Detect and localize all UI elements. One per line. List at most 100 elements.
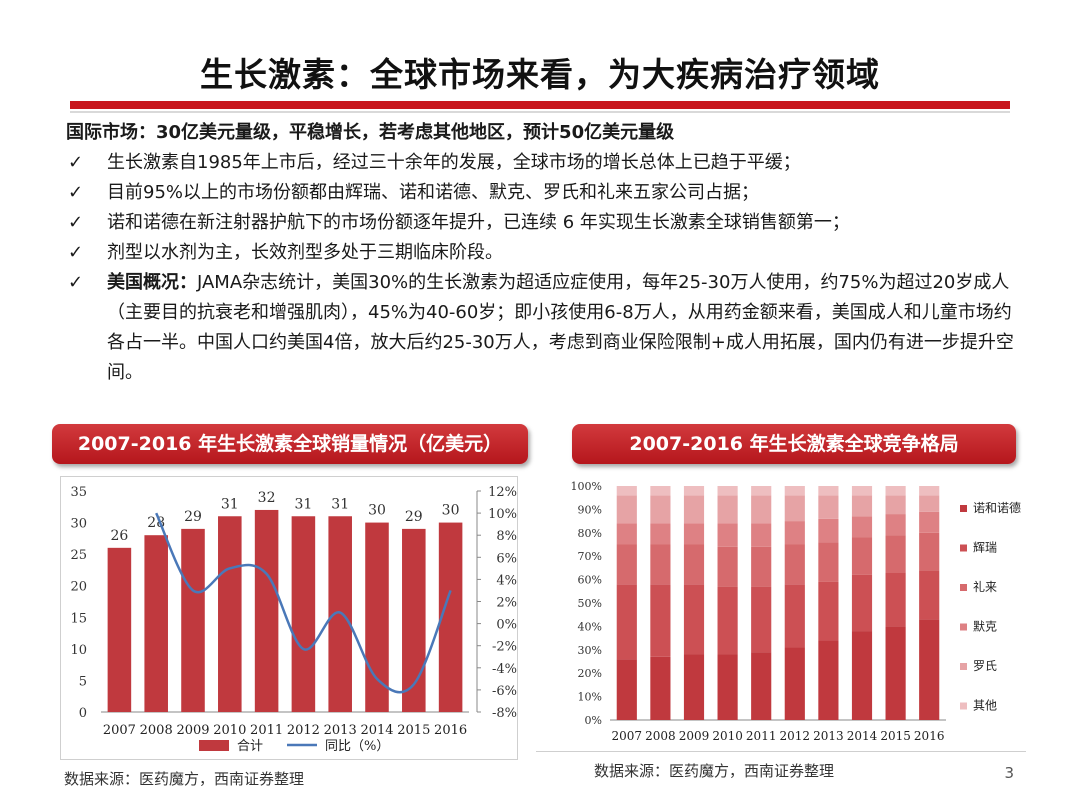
bar xyxy=(107,547,132,712)
y2-tick-label: 6% xyxy=(496,551,517,566)
stack-segment xyxy=(616,659,637,720)
left-chart-title: 2007-2016 年生长激素全球销量情况（亿美元） xyxy=(52,424,528,464)
stack-segment xyxy=(818,640,839,720)
stack-segment xyxy=(717,586,738,655)
x-tick-label: 2010 xyxy=(213,723,246,738)
stack-segment xyxy=(919,532,940,571)
stack-segment xyxy=(616,584,637,660)
stack-segment xyxy=(818,518,839,543)
stack-segment xyxy=(751,546,772,587)
bullet-text: 生长激素自1985年上市后，经过三十余年的发展，全球市场的增长总体上已趋于平缓； xyxy=(107,152,801,173)
x-tick-label: 2015 xyxy=(397,723,430,738)
bar-data-label: 32 xyxy=(258,490,276,506)
stack-segment xyxy=(683,544,705,585)
y2-tick-label: 4% xyxy=(496,573,517,588)
legend-swatch xyxy=(960,505,967,512)
check-icon: ✓ xyxy=(68,182,84,203)
bar-data-label: 31 xyxy=(294,496,312,512)
stack-segment xyxy=(616,523,637,545)
stack-segment xyxy=(751,495,772,524)
stack-segment xyxy=(717,546,738,587)
x-tick-label: 2008 xyxy=(140,723,173,738)
left-source-note: 数据来源：医药魔方，西南证券整理 xyxy=(64,770,305,788)
check-icon: ✓ xyxy=(68,152,84,173)
bullet-text: 诺和诺德在新注射器护航下的市场份额逐年提升，已连续 6 年实现生长激素全球销售额… xyxy=(107,212,850,233)
y-tick-label: 100% xyxy=(571,480,602,493)
stack-segment xyxy=(818,486,839,496)
legend-label: 诺和诺德 xyxy=(973,500,1021,515)
section-heading: 国际市场：30亿美元量级，平稳增长，若考虑其他地区，预计50亿美元量级 xyxy=(66,122,675,143)
y-tick-label: 20 xyxy=(70,580,87,595)
bullet-text: JAMA杂志统计，美国30%的生长激素为超适应症使用，每年25-30万人使用，约… xyxy=(107,272,1014,383)
stack-segment xyxy=(650,486,671,496)
stack-segment xyxy=(717,654,738,720)
y-tick-label: 0 xyxy=(79,706,87,721)
x-tick-label: 2008 xyxy=(645,729,676,743)
stack-segment xyxy=(885,626,906,720)
y2-tick-label: 0% xyxy=(496,618,517,633)
sales-combo-chart: 0 5 10 15 20 25 30 35 -8% -6% -4% -2% 0% 2% 4% 6% 8% 10% 1… xyxy=(70,485,517,754)
stack-segment xyxy=(650,656,671,720)
stack-segment xyxy=(683,523,705,545)
stack-segment xyxy=(717,495,738,524)
y2-tick-label: -6% xyxy=(492,684,517,699)
bar xyxy=(328,516,352,712)
x-tick-label: 2009 xyxy=(679,729,710,743)
x-tick-label: 2016 xyxy=(434,723,467,738)
bar-data-label: 29 xyxy=(184,509,202,525)
market-share-chart: 0%10%20%30%40%50%60%70%80%90%100%2007 200… xyxy=(571,480,1021,743)
bar-data-label: 30 xyxy=(442,503,460,519)
x-tick-label: 2010 xyxy=(712,729,743,743)
stack-segment xyxy=(885,572,906,627)
stack-segment xyxy=(818,542,839,582)
stack-segment xyxy=(784,486,805,496)
check-icon: ✓ xyxy=(68,212,84,233)
y-tick-label: 10% xyxy=(578,691,602,704)
bar-data-label: 29 xyxy=(405,509,423,525)
y2-tick-label: 10% xyxy=(488,507,517,522)
stack-segment xyxy=(683,654,705,720)
legend-label: 罗氏 xyxy=(973,659,997,673)
right-chart-frame: 0% 10% 20% 30% 40% 50% 60% 70% 80% 90% 100% 2007 200… xyxy=(536,476,1026,752)
stack-segment xyxy=(650,523,671,545)
legend-label: 辉瑞 xyxy=(973,541,997,555)
y-tick-label: 20% xyxy=(578,667,602,680)
legend-label: 其他 xyxy=(973,699,997,713)
x-tick-label: 2015 xyxy=(880,729,911,743)
left-chart-frame: 0 5 10 15 20 25 30 35 -8% -6% -4% -2% 0% 2% 4% 6% 8% 10% 1… xyxy=(60,476,518,760)
stack-segment xyxy=(751,486,772,496)
bar-data-label: 26 xyxy=(110,528,128,544)
stack-segment xyxy=(683,495,705,524)
stack-segment xyxy=(784,521,805,545)
bullet-item: ✓ 剂型以水剂为主，长效剂型多处于三期临床阶段。 xyxy=(66,238,1026,268)
page-title: 生长激素：全球市场来看，为大疾病治疗领域 xyxy=(200,55,880,94)
bar-data-label: 31 xyxy=(331,496,349,512)
y-tick-label: 80% xyxy=(578,527,602,540)
body-content: 国际市场：30亿美元量级，平稳增长，若考虑其他地区，预计50亿美元量级 ✓ 生长激… xyxy=(66,118,1026,388)
bar xyxy=(402,528,426,712)
stack-segment xyxy=(751,523,772,547)
page-number: 3 xyxy=(1004,764,1014,782)
bar xyxy=(254,509,279,712)
stack-segment xyxy=(919,511,940,533)
stack-segment xyxy=(818,495,839,519)
bar xyxy=(438,522,463,712)
x-tick-label: 2014 xyxy=(360,723,393,738)
x-tick-label: 2012 xyxy=(287,723,320,738)
stack-segment xyxy=(885,486,906,496)
stack-segment xyxy=(784,495,805,522)
x-tick-label: 2016 xyxy=(914,729,945,743)
y-tick-label: 25 xyxy=(70,548,87,563)
title-underline xyxy=(70,101,1010,109)
stack-segment xyxy=(784,544,805,585)
growth-line xyxy=(155,512,452,694)
y-tick-label: 10 xyxy=(70,643,87,658)
title-underline-shadow xyxy=(70,111,1010,113)
stack-segment xyxy=(683,584,705,655)
bar-data-label: 31 xyxy=(221,496,239,512)
stack-segment xyxy=(784,584,805,648)
x-tick-label: 2013 xyxy=(813,729,844,743)
y-tick-label: 60% xyxy=(578,574,602,587)
stack-segment xyxy=(851,537,873,575)
stack-segment xyxy=(851,495,873,517)
